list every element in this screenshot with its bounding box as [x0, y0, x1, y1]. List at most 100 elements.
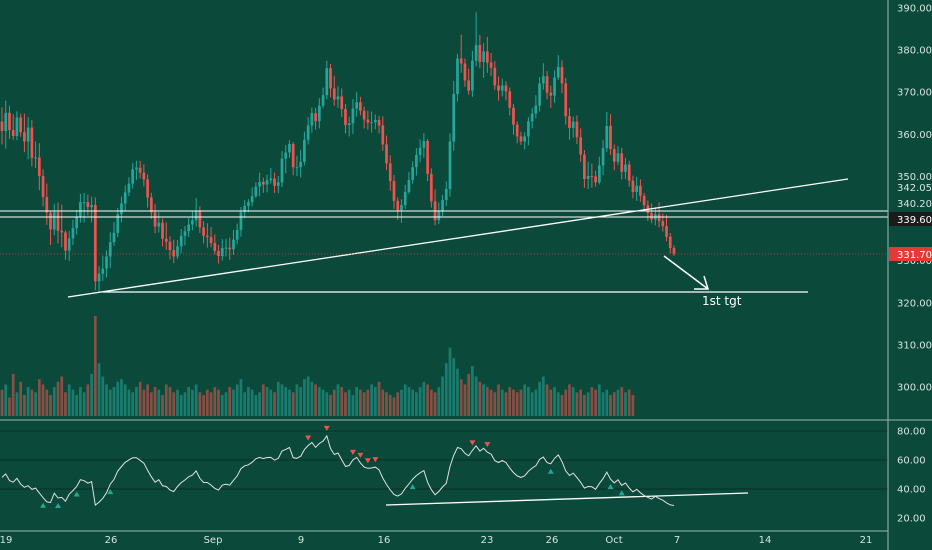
time-tick-label: 26	[546, 535, 559, 546]
volume-bar	[579, 389, 583, 416]
volume-bar	[538, 381, 541, 416]
volume-bar	[187, 387, 191, 416]
candle-body	[661, 221, 665, 227]
candle-body	[400, 205, 403, 211]
volume-bar	[426, 384, 429, 416]
candle-body	[366, 119, 370, 123]
volume-bar	[306, 376, 310, 416]
volume-bar	[497, 384, 500, 416]
candle-body	[336, 96, 340, 100]
volume-bar	[590, 387, 594, 416]
volume-bar	[627, 389, 631, 416]
candle-body	[583, 154, 586, 179]
volume-bar	[153, 387, 157, 416]
candle-body	[362, 110, 366, 120]
price-tick-label: 310.00	[897, 340, 932, 351]
volume-bar	[422, 381, 426, 416]
candle-body	[60, 230, 64, 233]
volume-bar	[131, 392, 135, 416]
rsi-tick-label: 80.00	[897, 427, 926, 438]
volume-bar	[310, 381, 314, 416]
volume-bar	[594, 389, 597, 416]
volume-bar	[4, 384, 8, 416]
volume-bar	[545, 384, 549, 416]
volume-bar	[560, 394, 564, 416]
volume-bar	[269, 389, 273, 416]
rsi-line	[1, 434, 675, 507]
volume-bar	[273, 392, 276, 416]
candle-body	[49, 212, 52, 230]
last-price-tag-box	[889, 247, 932, 261]
volume-bar	[280, 384, 284, 416]
volume-bar	[605, 389, 609, 416]
candle-body	[135, 167, 138, 170]
volume-bar	[515, 392, 519, 416]
target-arrow-line[interactable]	[663, 255, 709, 290]
volume-bar	[407, 387, 411, 416]
rising-trendline[interactable]	[67, 178, 849, 298]
volume-bar	[381, 389, 385, 416]
candle-body	[34, 157, 37, 159]
time-tick-label: 9	[298, 535, 304, 546]
candle-body	[515, 124, 519, 137]
candle-body	[123, 192, 127, 204]
volume-bar	[34, 392, 37, 416]
candle-body	[15, 117, 19, 137]
volume-bar	[571, 387, 575, 416]
candle-body	[288, 144, 291, 153]
rsi-trendline[interactable]	[385, 492, 749, 506]
volume-bar	[541, 376, 545, 416]
volume-bar	[631, 394, 635, 416]
volume-bar	[179, 394, 183, 416]
candle-body	[381, 125, 385, 145]
candle-body	[321, 95, 325, 106]
candle-body	[429, 173, 433, 202]
volume-bar	[82, 392, 86, 416]
candle-body	[631, 180, 635, 193]
level-tag-2: 340.20	[897, 199, 932, 210]
candle-body	[597, 165, 601, 183]
volume-bar	[347, 389, 351, 416]
candle-body	[303, 139, 306, 162]
volume-bar	[467, 373, 471, 416]
volume-bar	[217, 389, 220, 416]
candle-body	[497, 85, 500, 91]
candle-body	[280, 158, 284, 183]
volume-bar	[355, 387, 359, 416]
candle-body	[370, 122, 373, 124]
volume-bar	[534, 389, 538, 416]
candle-body	[79, 202, 82, 217]
candle-body	[247, 202, 250, 206]
candle-body	[254, 186, 258, 197]
candle-body	[224, 247, 228, 249]
last-price-tag: 331.70	[897, 250, 932, 261]
rsi-axis-labels: 80.00 60.00 40.00 20.00	[897, 427, 926, 525]
volume-bar	[138, 381, 142, 416]
price-tick-label: 300.00	[897, 383, 932, 394]
candle-body	[385, 144, 388, 164]
volume-bar	[564, 389, 568, 416]
rsi-sell-marker	[484, 442, 491, 448]
candle-body	[463, 63, 467, 81]
volume-bar	[448, 347, 452, 416]
candle-body	[474, 45, 478, 61]
volume-bar	[265, 387, 269, 416]
candle-body	[0, 121, 4, 131]
price-tick-label: 360.00	[897, 130, 932, 141]
rsi-sell-marker	[349, 449, 356, 455]
level-tag-2-box	[889, 197, 932, 210]
volume-bar	[26, 387, 30, 416]
candle-body	[194, 211, 198, 221]
time-tick-label: 14	[759, 535, 772, 546]
volume-bar	[56, 381, 60, 416]
volume-bar	[527, 387, 530, 416]
candle-body	[232, 239, 235, 250]
candle-body	[388, 163, 392, 182]
candle-body	[105, 256, 108, 269]
trend-drawings[interactable]: 1st tgt	[0, 178, 888, 506]
candle-body	[11, 130, 15, 137]
volume-bar	[299, 387, 303, 416]
candle-body	[665, 226, 668, 237]
volume-bar	[373, 387, 377, 416]
